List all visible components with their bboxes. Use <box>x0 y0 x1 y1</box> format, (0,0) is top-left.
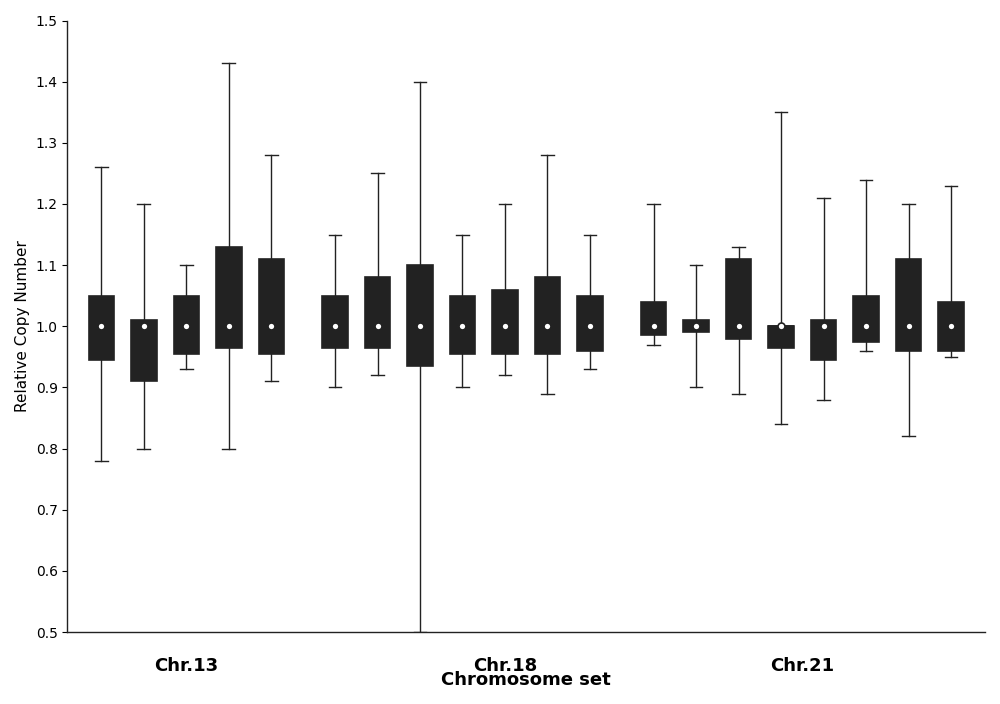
Text: Chr.18: Chr.18 <box>473 657 537 674</box>
PathPatch shape <box>365 277 390 348</box>
PathPatch shape <box>577 296 603 351</box>
PathPatch shape <box>174 296 199 354</box>
Text: Chr.13: Chr.13 <box>154 657 218 674</box>
PathPatch shape <box>853 296 879 341</box>
PathPatch shape <box>216 247 242 348</box>
X-axis label: Chromosome set: Chromosome set <box>441 671 611 689</box>
PathPatch shape <box>322 296 348 348</box>
PathPatch shape <box>896 259 921 351</box>
PathPatch shape <box>131 320 157 382</box>
PathPatch shape <box>492 289 518 354</box>
PathPatch shape <box>726 259 751 339</box>
PathPatch shape <box>811 320 836 360</box>
PathPatch shape <box>259 259 284 354</box>
PathPatch shape <box>683 320 709 332</box>
PathPatch shape <box>450 296 475 354</box>
PathPatch shape <box>407 265 433 366</box>
PathPatch shape <box>89 296 114 360</box>
PathPatch shape <box>641 302 666 336</box>
PathPatch shape <box>938 302 964 351</box>
Y-axis label: Relative Copy Number: Relative Copy Number <box>15 240 30 413</box>
PathPatch shape <box>768 327 794 348</box>
PathPatch shape <box>535 277 560 354</box>
Text: Chr.21: Chr.21 <box>770 657 834 674</box>
